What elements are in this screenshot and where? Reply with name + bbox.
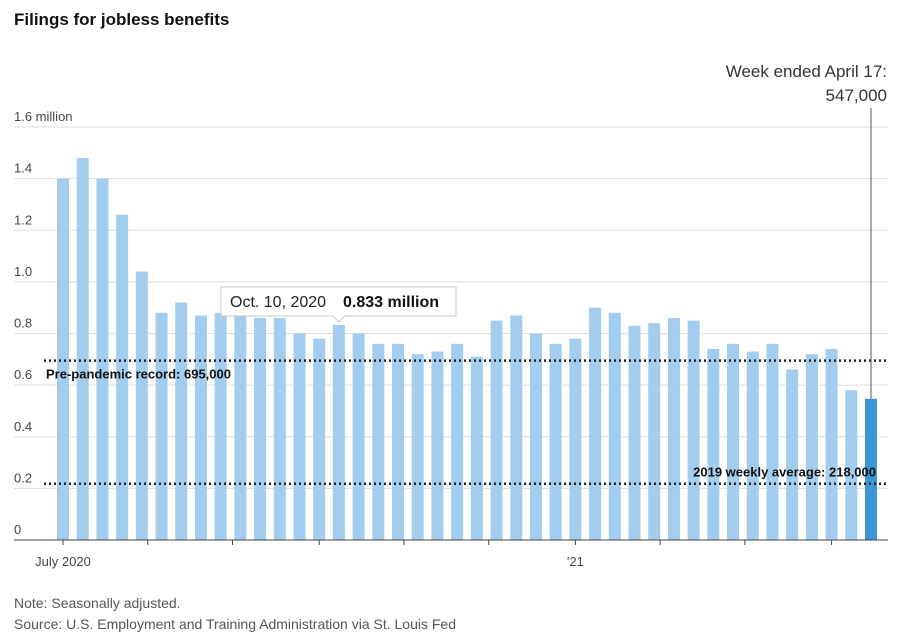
bar	[825, 348, 838, 540]
bar	[214, 312, 227, 540]
bar	[707, 348, 720, 540]
bar	[786, 369, 799, 540]
bar	[332, 324, 345, 540]
bar	[116, 214, 129, 540]
reference-label-pre-pandemic: Pre-pandemic record: 695,000	[46, 367, 231, 382]
bar	[313, 338, 326, 540]
bar	[628, 325, 641, 540]
bar	[392, 343, 405, 540]
bar	[96, 178, 109, 540]
y-tick-label: 0.6	[14, 367, 32, 382]
y-tick-label: 0.8	[14, 316, 32, 331]
bar	[470, 356, 483, 540]
tooltip-box	[220, 286, 457, 323]
bar	[372, 343, 385, 540]
bar	[845, 390, 858, 540]
source-text: Source: U.S. Employment and Training Adm…	[14, 616, 456, 632]
chart-footer: Note: Seasonally adjusted. Source: U.S. …	[14, 593, 456, 635]
bar	[155, 312, 168, 540]
bar	[766, 343, 779, 540]
bar	[352, 333, 365, 540]
bar	[234, 315, 247, 540]
bar	[805, 354, 818, 540]
tooltip-value: 0.833 million	[343, 294, 439, 311]
latest-week-label: Week ended April 17:	[725, 62, 887, 81]
bar	[687, 320, 700, 540]
bar	[865, 398, 877, 540]
bar	[254, 318, 267, 540]
bar	[293, 333, 306, 540]
bar	[667, 318, 680, 540]
bar	[746, 351, 759, 540]
bar	[529, 333, 542, 540]
bar	[411, 354, 424, 540]
bar	[76, 157, 89, 540]
bar	[57, 178, 69, 540]
bar	[194, 315, 207, 540]
bar	[175, 302, 188, 540]
y-tick-label: 1.2	[14, 212, 32, 227]
bar	[135, 271, 148, 540]
bar	[727, 343, 740, 540]
bar	[608, 312, 621, 540]
latest-week-value: 547,000	[825, 86, 887, 105]
bar	[431, 351, 444, 540]
reference-label-2019-average: 2019 weekly average: 218,000	[693, 465, 876, 480]
bar	[569, 338, 582, 540]
y-tick-label: 0.4	[14, 419, 32, 434]
latest-week-annotation: Week ended April 17: 547,000	[726, 60, 887, 108]
bar	[451, 343, 464, 540]
y-tick-label: 0	[14, 522, 21, 537]
bar	[549, 343, 562, 540]
y-tick-label: 1.0	[14, 264, 32, 279]
bar	[589, 307, 602, 540]
chart-title: Filings for jobless benefits	[14, 10, 230, 29]
x-tick-label: '21	[567, 554, 584, 569]
bar	[490, 320, 503, 540]
bar	[648, 323, 661, 540]
bar	[273, 318, 286, 540]
y-tick-label: 1.6 million	[14, 109, 73, 124]
bar	[510, 315, 523, 540]
note-text: Note: Seasonally adjusted.	[14, 595, 181, 611]
tooltip-date: Oct. 10, 2020	[230, 294, 326, 311]
y-tick-label: 1.4	[14, 161, 32, 176]
x-tick-label: July 2020	[35, 554, 91, 569]
y-tick-label: 0.2	[14, 470, 32, 485]
